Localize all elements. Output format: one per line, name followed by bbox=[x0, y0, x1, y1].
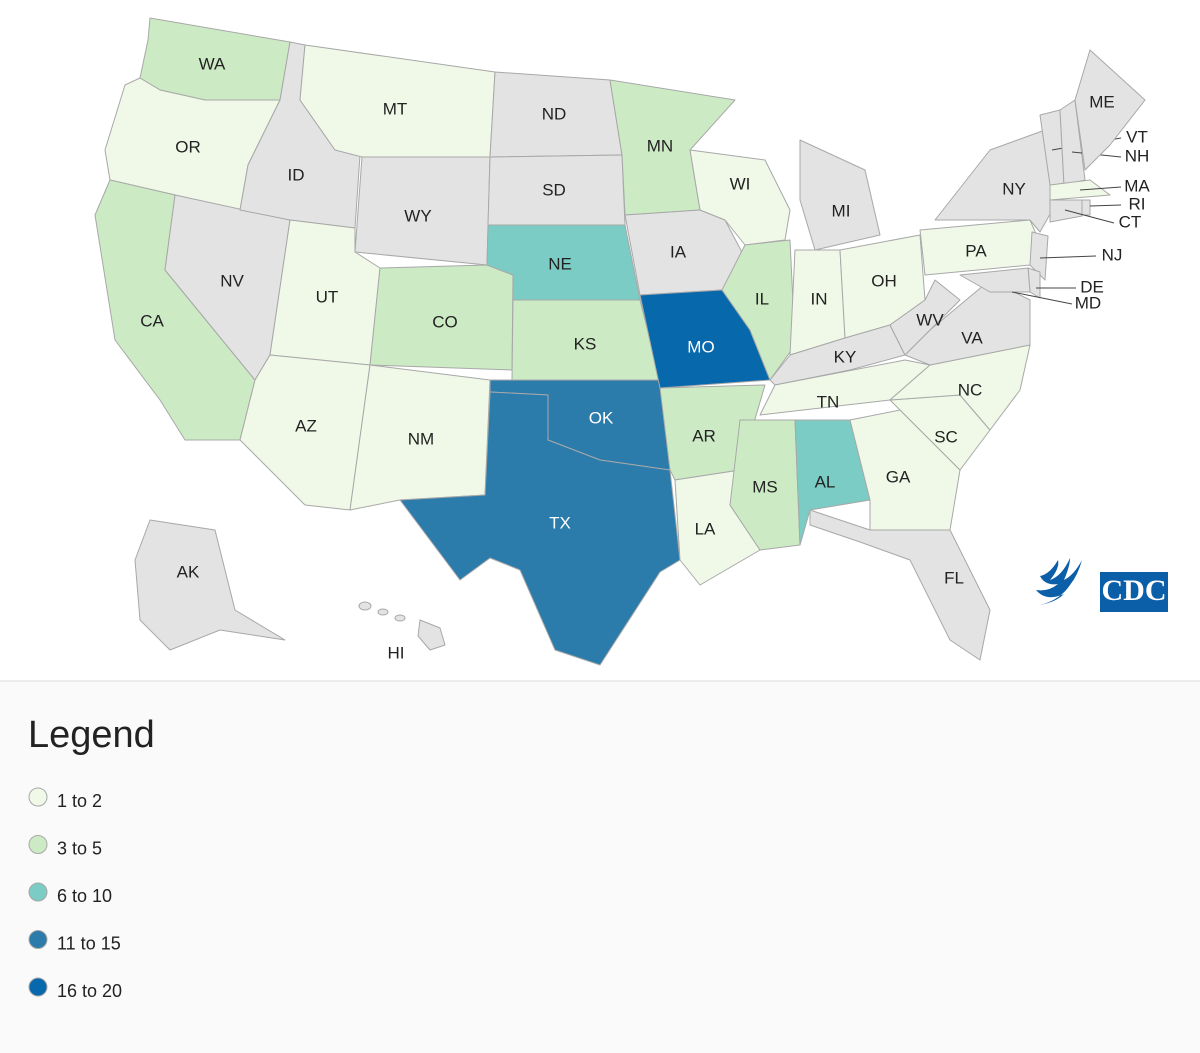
state-label: MO bbox=[687, 337, 714, 356]
leader-line bbox=[1011, 291, 1073, 305]
state-label: MN bbox=[647, 136, 673, 155]
leader-line bbox=[1089, 204, 1122, 207]
state-label: VA bbox=[961, 328, 983, 347]
state-label: FL bbox=[944, 568, 964, 587]
state-label: AR bbox=[692, 426, 716, 445]
state-shape bbox=[889, 279, 961, 356]
legend-swatch bbox=[28, 882, 48, 902]
state-shape bbox=[809, 509, 991, 661]
state-label: WY bbox=[404, 206, 431, 225]
island bbox=[394, 614, 406, 622]
state-label: VT bbox=[1126, 127, 1148, 146]
state-label: NV bbox=[220, 271, 244, 290]
state-label: HI bbox=[388, 643, 405, 662]
state-label: OK bbox=[589, 408, 614, 427]
state-label: NE bbox=[548, 254, 572, 273]
state-label: ND bbox=[542, 104, 567, 123]
state-label: NJ bbox=[1102, 245, 1123, 264]
state-label: PA bbox=[965, 241, 987, 260]
state-shape bbox=[1049, 199, 1083, 223]
state-label: TN bbox=[817, 392, 840, 411]
state-shape bbox=[1029, 231, 1049, 281]
island bbox=[377, 608, 389, 616]
state-label: IL bbox=[755, 289, 769, 308]
state-shape bbox=[1059, 99, 1086, 186]
island bbox=[358, 601, 372, 611]
legend-swatch bbox=[28, 835, 48, 854]
state-shape bbox=[799, 139, 881, 251]
state-label: LA bbox=[695, 519, 716, 538]
legend-label: 6 to 10 bbox=[57, 886, 112, 906]
state-label: MT bbox=[383, 99, 408, 118]
leader-line bbox=[1064, 209, 1115, 224]
state-label: NC bbox=[958, 380, 983, 399]
legend-swatch bbox=[28, 977, 48, 997]
legend-label: 11 to 15 bbox=[57, 933, 121, 953]
state-label: AZ bbox=[295, 416, 317, 435]
logo-box bbox=[1100, 572, 1168, 612]
state-label: MS bbox=[752, 477, 778, 496]
state-label: AL bbox=[815, 472, 836, 491]
legend-swatch bbox=[28, 787, 48, 807]
state-label: DE bbox=[1080, 277, 1104, 296]
state-label: ID bbox=[288, 165, 305, 184]
state-label: AK bbox=[177, 562, 200, 581]
state-label: WI bbox=[730, 174, 751, 193]
leader-line bbox=[1079, 186, 1122, 191]
state-shape bbox=[417, 619, 446, 651]
state-label: KS bbox=[574, 334, 597, 353]
leader-line bbox=[1039, 255, 1097, 259]
legend-title: Legend bbox=[28, 714, 155, 756]
state-label: UT bbox=[316, 287, 339, 306]
state-label: IA bbox=[670, 242, 687, 261]
state-label: MD bbox=[1075, 293, 1101, 312]
logo-eagle bbox=[1036, 558, 1082, 605]
state-label: KY bbox=[834, 347, 857, 366]
state-shape bbox=[1081, 199, 1091, 216]
state-label: OR bbox=[175, 137, 201, 156]
state-label: CA bbox=[140, 311, 164, 330]
state-shape bbox=[134, 519, 286, 651]
state-label: MI bbox=[832, 201, 851, 220]
state-shape bbox=[959, 267, 1031, 293]
state-label: SD bbox=[542, 180, 566, 199]
state-label: TX bbox=[549, 513, 571, 532]
legend-label: 1 to 2 bbox=[57, 791, 102, 811]
cdc-logo: CDC bbox=[1036, 558, 1168, 612]
logo-text: CDC bbox=[1102, 574, 1167, 607]
legend: 1 to 2 3 to 5 6 to 10 11 to 15 16 to 20 bbox=[28, 787, 122, 1001]
state-shape bbox=[794, 419, 871, 546]
state-label: NH bbox=[1125, 146, 1150, 165]
state-label: NM bbox=[408, 429, 434, 448]
state-label: MA bbox=[1124, 176, 1150, 195]
state-label: SC bbox=[934, 427, 958, 446]
state-label: RI bbox=[1129, 194, 1146, 213]
state-label: OH bbox=[871, 271, 897, 290]
legend-label: 16 to 20 bbox=[57, 981, 122, 1001]
state-shape bbox=[399, 391, 681, 666]
state-shape bbox=[729, 419, 801, 551]
map: WA OR CA NV ID MT WY UT CO AZ NM ND SD NE KS OK TX MN IA MO… bbox=[94, 17, 1150, 666]
legend-label: 3 to 5 bbox=[57, 838, 102, 858]
state-shape bbox=[1074, 49, 1146, 171]
state-label: CT bbox=[1119, 212, 1142, 231]
state-label: WV bbox=[916, 310, 944, 329]
state-label: IN bbox=[811, 289, 828, 308]
state-label: WA bbox=[199, 54, 226, 73]
legend-swatch bbox=[28, 930, 48, 949]
state-label: NY bbox=[1002, 179, 1026, 198]
state-label: GA bbox=[886, 467, 911, 486]
state-label: CO bbox=[432, 312, 458, 331]
state-label: ME bbox=[1089, 92, 1115, 111]
